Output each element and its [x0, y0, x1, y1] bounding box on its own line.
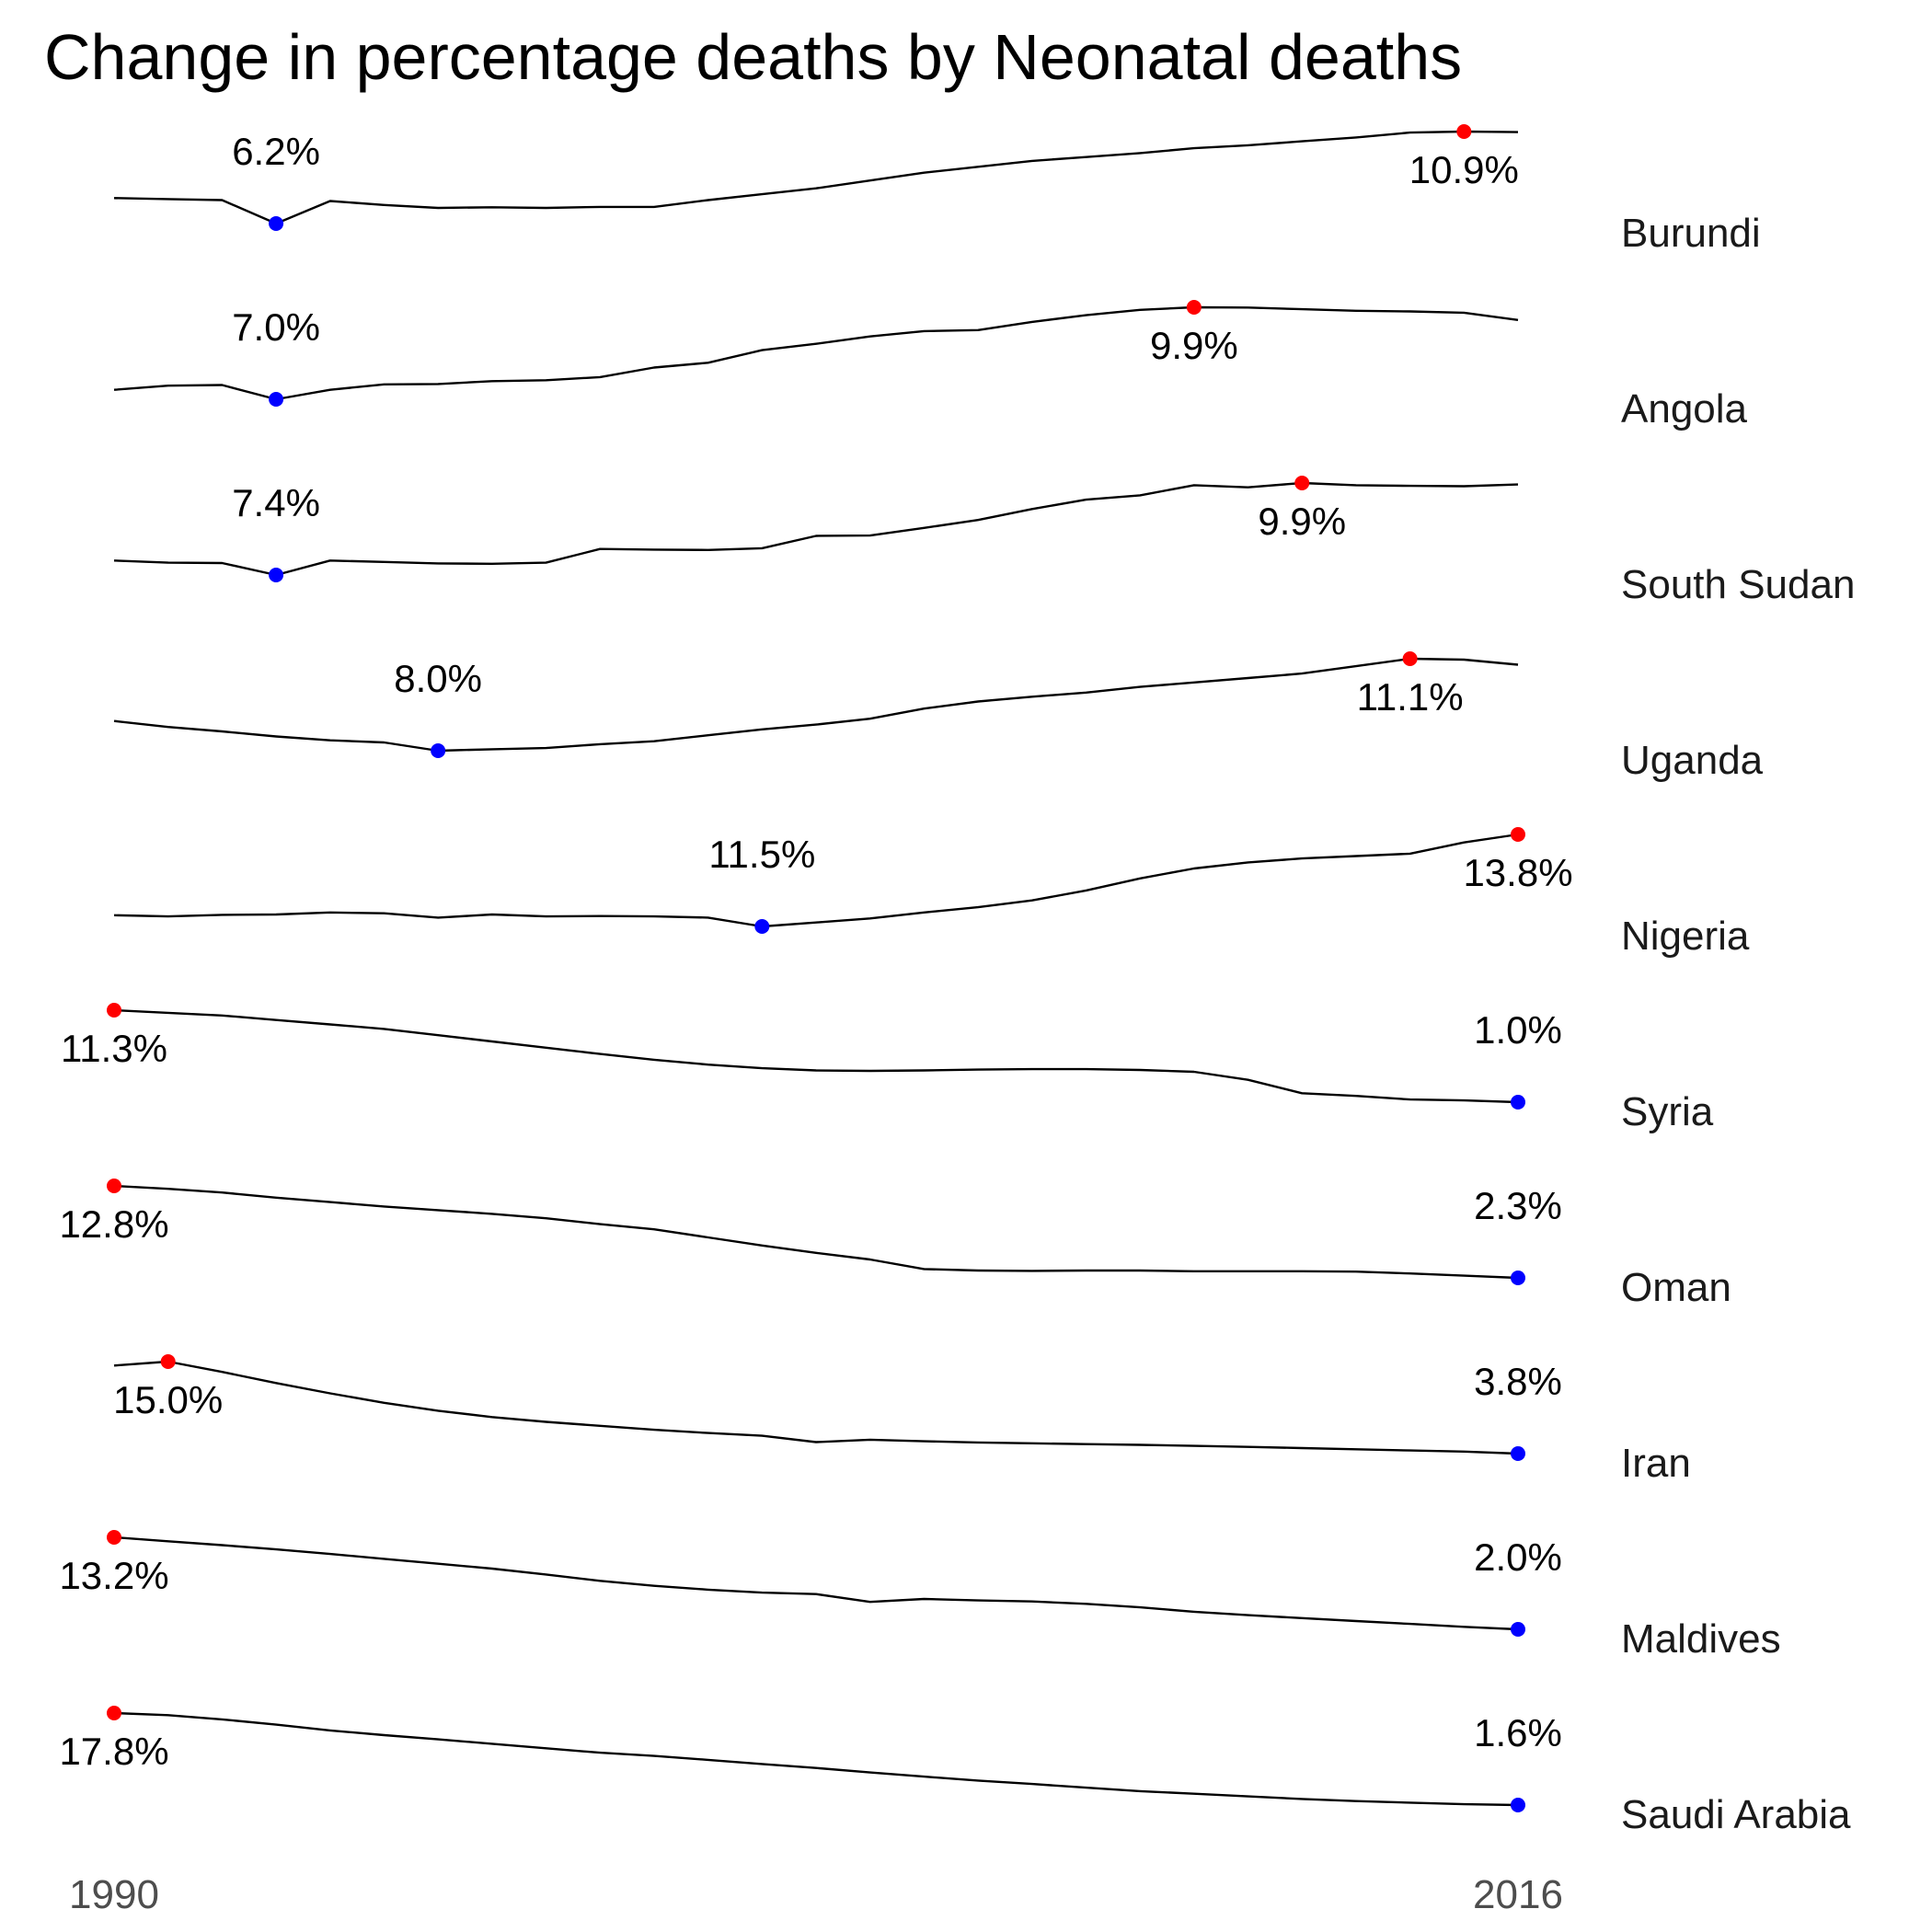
min-label-maldives: 2.0%: [1474, 1535, 1562, 1579]
max-point-syria: [107, 1003, 121, 1018]
max-point-saudi-arabia: [107, 1706, 121, 1720]
min-label-burundi: 6.2%: [232, 130, 320, 173]
country-label-saudi-arabia: Saudi Arabia: [1621, 1792, 1851, 1837]
series-line-saudi-arabia: [113, 1711, 1519, 1807]
series-line-burundi: [113, 130, 1519, 225]
max-point-oman: [107, 1179, 121, 1193]
country-label-angola: Angola: [1621, 386, 1748, 431]
max-point-iran: [160, 1354, 176, 1369]
max-point-burundi: [1456, 124, 1472, 139]
series-line-oman: [113, 1184, 1519, 1280]
country-label-maldives: Maldives: [1621, 1616, 1781, 1662]
x-end-label: 2016: [1473, 1872, 1563, 1917]
min-point-maldives: [1511, 1622, 1525, 1637]
min-point-syria: [1511, 1095, 1525, 1110]
min-point-south-sudan: [269, 568, 284, 582]
series-line-syria: [113, 1008, 1519, 1104]
max-label-angola: 9.9%: [1150, 324, 1238, 367]
series-line-iran: [113, 1360, 1519, 1455]
series-line-maldives: [113, 1535, 1519, 1631]
min-label-nigeria: 11.5%: [708, 833, 815, 876]
country-label-nigeria: Nigeria: [1621, 914, 1750, 959]
country-label-south-sudan: South Sudan: [1621, 562, 1855, 607]
min-point-angola: [269, 392, 284, 407]
max-point-south-sudan: [1294, 476, 1310, 490]
x-start-label: 1990: [69, 1872, 159, 1917]
min-point-nigeria: [754, 919, 770, 934]
min-label-iran: 3.8%: [1474, 1360, 1562, 1403]
country-label-burundi: Burundi: [1621, 211, 1761, 256]
max-label-maldives: 13.2%: [59, 1554, 168, 1597]
max-point-angola: [1186, 300, 1202, 315]
max-label-uganda: 11.1%: [1357, 675, 1464, 719]
max-point-maldives: [107, 1530, 121, 1545]
max-point-nigeria: [1511, 827, 1525, 842]
series-line-uganda: [113, 657, 1519, 753]
min-point-uganda: [431, 743, 446, 758]
min-point-oman: [1511, 1271, 1525, 1285]
min-label-oman: 2.3%: [1474, 1184, 1562, 1227]
min-point-saudi-arabia: [1511, 1798, 1525, 1812]
country-label-uganda: Uganda: [1621, 738, 1764, 783]
max-label-syria: 11.3%: [61, 1027, 167, 1070]
max-label-oman: 12.8%: [59, 1202, 168, 1246]
country-label-iran: Iran: [1621, 1441, 1691, 1486]
series-line-nigeria: [113, 833, 1519, 928]
max-label-iran: 15.0%: [113, 1378, 223, 1421]
min-label-saudi-arabia: 1.6%: [1474, 1711, 1562, 1754]
min-label-syria: 1.0%: [1474, 1008, 1562, 1052]
max-label-nigeria: 13.8%: [1463, 851, 1572, 894]
min-point-iran: [1511, 1446, 1525, 1461]
series-line-south-sudan: [113, 481, 1519, 577]
min-label-uganda: 8.0%: [394, 657, 482, 700]
max-label-saudi-arabia: 17.8%: [59, 1730, 168, 1773]
min-point-burundi: [269, 216, 284, 231]
min-label-angola: 7.0%: [232, 305, 320, 349]
country-label-syria: Syria: [1621, 1089, 1714, 1134]
series-line-angola: [113, 305, 1519, 401]
chart-title: Change in percentage deaths by Neonatal …: [44, 21, 1463, 93]
max-label-burundi: 10.9%: [1409, 148, 1519, 191]
max-point-uganda: [1402, 651, 1418, 666]
max-label-south-sudan: 9.9%: [1258, 500, 1346, 543]
country-label-oman: Oman: [1621, 1265, 1731, 1310]
min-label-south-sudan: 7.4%: [232, 481, 320, 524]
